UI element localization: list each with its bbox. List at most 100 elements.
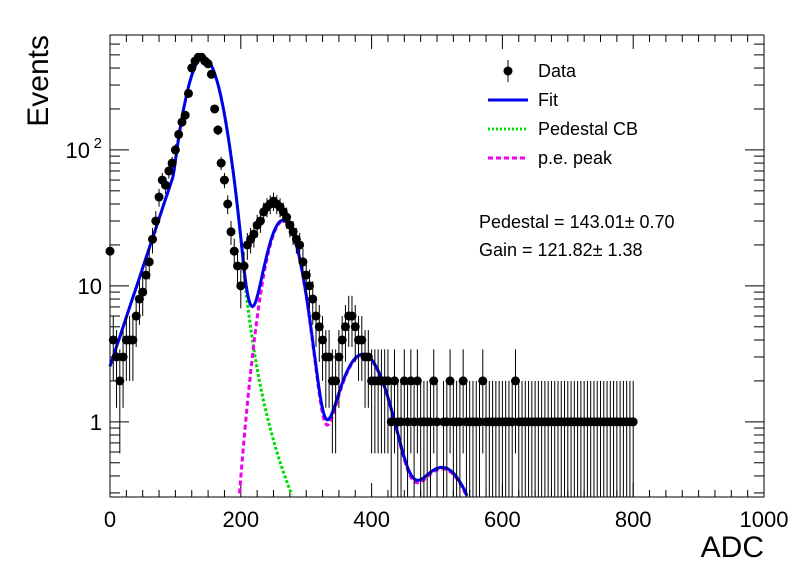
data-marker: [406, 376, 416, 386]
data-marker: [399, 376, 409, 386]
data-marker: [282, 212, 292, 222]
data-marker: [510, 376, 520, 386]
data-point: [233, 252, 243, 285]
legend-entry: Data: [503, 60, 577, 82]
data-point: [115, 349, 125, 454]
x-tick-label: 800: [615, 507, 652, 532]
legend-marker: [503, 66, 513, 76]
data-point: [226, 220, 236, 245]
data-point: [442, 380, 452, 497]
x-tick-label: 0: [104, 507, 116, 532]
data-point: [478, 349, 488, 454]
data-marker: [183, 88, 193, 98]
data-marker: [383, 376, 393, 386]
data-marker: [396, 417, 406, 427]
data-marker: [357, 335, 367, 345]
data-point: [383, 349, 393, 454]
data-point: [295, 233, 305, 260]
y-axis-label: Events: [22, 35, 55, 127]
y-tick-exponent: 2: [94, 135, 102, 152]
data-marker: [347, 311, 357, 321]
data-marker: [112, 352, 122, 362]
data-point: [177, 117, 187, 128]
data-marker: [412, 376, 422, 386]
data-marker: [314, 322, 324, 332]
data-point: [213, 125, 223, 136]
data-marker: [429, 376, 439, 386]
data-point: [429, 349, 439, 454]
y-tick-label: 10: [66, 138, 90, 163]
data-marker: [206, 69, 216, 79]
data-point: [134, 281, 144, 325]
data-point: [148, 227, 158, 254]
data-marker: [219, 175, 229, 185]
data-marker: [455, 417, 465, 427]
data-marker: [161, 180, 171, 190]
data-marker: [174, 129, 184, 139]
fit-result-text: Gain = 121.82± 1.38: [479, 240, 643, 260]
data-point: [174, 129, 184, 140]
data-point: [403, 380, 413, 497]
data-point: [151, 211, 161, 233]
data-marker: [115, 376, 125, 386]
data-marker: [131, 311, 141, 321]
fit-results: Pedestal = 143.01± 0.70 Gain = 121.82± 1.…: [479, 212, 675, 260]
legend-label: p.e. peak: [538, 148, 613, 168]
data-point: [425, 380, 435, 497]
data-marker: [285, 220, 295, 230]
data-marker: [337, 335, 347, 345]
data-point: [331, 349, 341, 454]
data-point: [183, 88, 193, 98]
data-marker: [138, 287, 148, 297]
data-marker: [255, 216, 265, 226]
data-point: [141, 260, 151, 296]
data-marker: [340, 322, 350, 332]
x-tick-label: 400: [353, 507, 390, 532]
data-point: [108, 316, 118, 381]
data-marker: [288, 227, 298, 237]
data-point: [347, 295, 357, 348]
legend-entry: Pedestal CB: [488, 119, 638, 139]
data-marker: [134, 294, 144, 304]
data-marker: [216, 158, 226, 168]
data-point: [386, 380, 396, 497]
data-marker: [108, 335, 118, 345]
data-marker: [442, 417, 452, 427]
data-point: [131, 295, 141, 348]
data-marker: [409, 417, 419, 427]
data-marker: [318, 335, 328, 345]
y-tick-label: 1: [90, 410, 102, 435]
data-point: [219, 172, 229, 189]
pe-peak-curve: [238, 219, 468, 496]
data-point: [144, 248, 154, 280]
data-point: [128, 316, 138, 381]
data-point: [314, 304, 324, 362]
data-marker: [167, 158, 177, 168]
data-marker: [180, 110, 190, 120]
data-marker: [141, 270, 151, 280]
data-marker: [148, 234, 158, 244]
x-axis-label: ADC: [701, 531, 764, 564]
data-marker: [301, 270, 311, 280]
data-point: [112, 330, 122, 408]
data-marker: [403, 417, 413, 427]
data-marker: [628, 417, 638, 427]
data-marker: [151, 216, 161, 226]
data-point: [161, 177, 171, 194]
data-point: [301, 260, 311, 296]
data-point: [324, 330, 334, 408]
data-point: [406, 349, 416, 454]
data-marker: [350, 322, 360, 332]
data-marker: [363, 352, 373, 362]
data-marker: [144, 257, 154, 267]
data-marker: [164, 166, 174, 176]
data-marker: [239, 261, 249, 271]
x-tick-label: 600: [484, 507, 521, 532]
data-marker: [389, 376, 399, 386]
data-marker: [334, 352, 344, 362]
data-point: [180, 110, 190, 120]
data-point: [239, 252, 249, 285]
fit-result-text: Pedestal = 143.01± 0.70: [479, 212, 675, 232]
data-marker: [445, 376, 455, 386]
